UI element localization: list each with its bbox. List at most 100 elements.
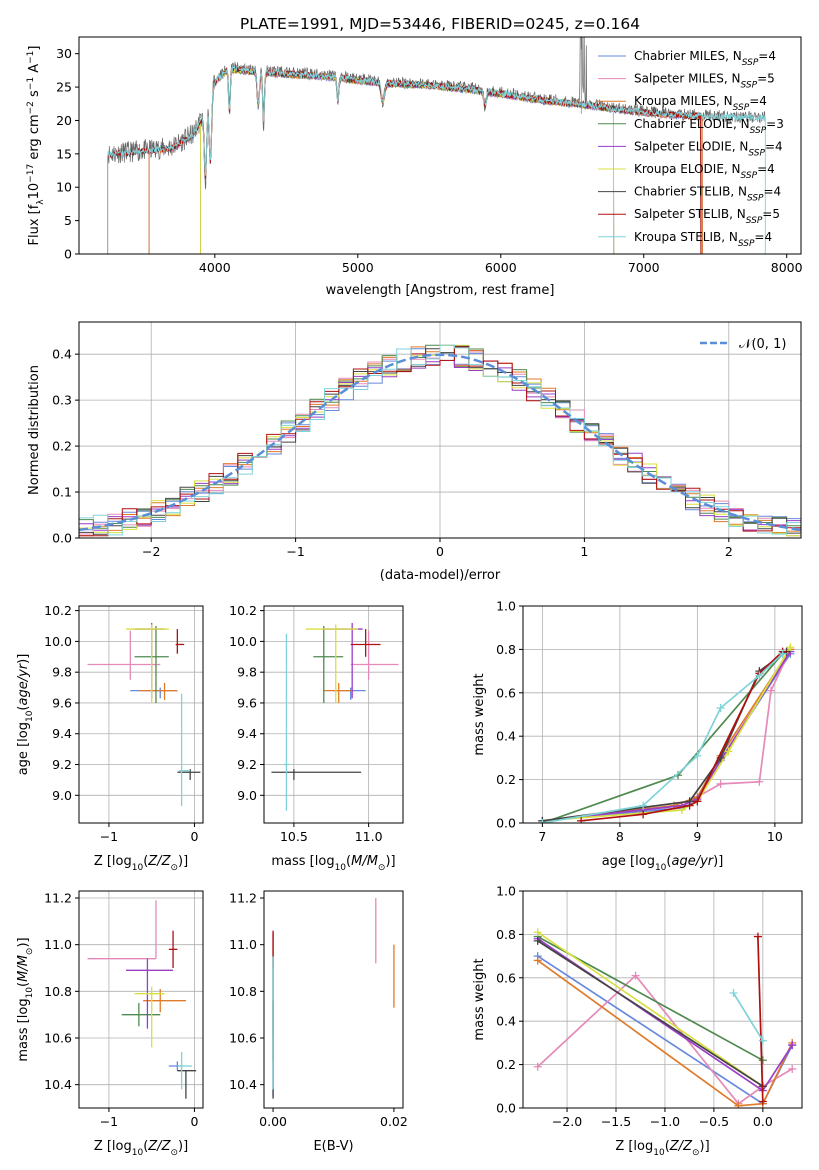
y-tick-label: 0.6 — [496, 685, 516, 700]
x-tick-label: 10.5 — [280, 829, 308, 844]
figure-title: PLATE=1991, MJD=53446, FIBERID=0245, z=0… — [240, 15, 640, 33]
y-tick-label: 0.0 — [496, 1101, 516, 1116]
y-tick-label: 10.0 — [44, 634, 72, 649]
x-tick-label: 9 — [693, 829, 701, 844]
age-vs-Z-panel: −1 0 9.0 9.2 9.4 9.6 9.8 10.0 10.2 — [44, 603, 203, 844]
legend-entry: Chabrier MILES, NSSP=4 — [634, 49, 776, 68]
data-point-marker — [639, 810, 648, 819]
x-tick-label: 2 — [725, 544, 733, 559]
y-tick-label: 9.6 — [237, 695, 257, 710]
massweight-vs-Z-xlabel: Z [log10(Z/Z⊙)] — [615, 1139, 709, 1158]
data-point-marker — [734, 1101, 743, 1108]
massweight-vs-age-ylabel: mass weight — [472, 673, 487, 755]
legend-entry: Salpeter STELIB, NSSP=5 — [634, 207, 780, 226]
x-tick-label: 7000 — [628, 260, 660, 275]
series-line-kroupa-elodie — [542, 646, 792, 822]
y-tick-label: 5 — [64, 213, 72, 228]
series-line-chabrier-elodie — [542, 653, 784, 823]
series-line-kroupa-stelib — [542, 653, 784, 823]
age-vs-mass-panel: 10.5 11.0 9.0 9.2 9.4 9.6 9.8 10.0 10.2 — [229, 603, 403, 844]
x-tick-label: −1 — [100, 1114, 118, 1129]
y-tick-label: 10 — [56, 180, 72, 195]
data-point-marker — [631, 971, 640, 980]
model-spectrum-kroupa-stelib — [107, 65, 766, 254]
mass-vs-Z-ylabel: mass [log10(M/M⊙)] — [16, 937, 35, 1061]
x-tick-label: 8000 — [771, 260, 803, 275]
y-tick-label: 11.2 — [229, 891, 257, 906]
x-tick-label: 6000 — [485, 260, 517, 275]
age-vs-mass-frame — [263, 605, 404, 824]
age-vs-Z-frame — [78, 605, 204, 824]
y-tick-label: 10.2 — [229, 603, 257, 618]
data-point-marker — [788, 1064, 797, 1073]
y-tick-label: 10.2 — [44, 603, 72, 618]
data-point-marker — [693, 751, 702, 760]
massweight-vs-age-panel: 7 8 9 10 0.0 0.2 0.4 0.6 0.8 1.0 — [496, 599, 802, 844]
data-point-marker — [533, 956, 542, 965]
data-point-marker — [538, 819, 547, 823]
spectrum-frame — [78, 36, 802, 255]
y-tick-label: 25 — [56, 80, 72, 95]
mass-vs-Z-panel: −1 0 10.4 10.6 10.8 11.0 11.2 — [44, 891, 203, 1129]
y-tick-label: 0.1 — [52, 485, 72, 500]
x-tick-label: 0.0 — [753, 1114, 773, 1129]
data-point-marker — [533, 928, 542, 937]
y-tick-label: 10.8 — [44, 984, 72, 999]
y-tick-label: 9.8 — [52, 665, 72, 680]
y-tick-label: 9.2 — [237, 757, 257, 772]
legend-entry: Salpeter MILES, NSSP=5 — [634, 72, 775, 91]
age-vs-Z-xlabel: Z [log10(Z/Z⊙)] — [94, 854, 188, 873]
series-line-salpeter-stelib — [757, 936, 764, 1102]
massweight-vs-Z-lines — [533, 928, 797, 1108]
y-tick-label: 9.6 — [52, 695, 72, 710]
age-vs-mass-xlabel: mass [log10(M/M⊙)] — [271, 854, 395, 873]
y-tick-label: 20 — [56, 113, 72, 128]
series-line-salpeter-miles — [542, 649, 792, 822]
legend-entry: Salpeter ELODIE, NSSP=4 — [634, 139, 783, 158]
massweight-vs-Z-panel: −2.0 −1.5 −1.0 −0.5 0.0 0.0 0.2 0.4 0.6 0.8 1.0 — [496, 884, 802, 1129]
x-tick-label: −1 — [100, 829, 118, 844]
massweight-vs-age-lines — [538, 643, 795, 823]
y-tick-label: 11.0 — [44, 937, 72, 952]
y-tick-label: 10.4 — [229, 1077, 257, 1092]
mass-vs-EBV-frame — [263, 890, 404, 1109]
y-tick-label: 0 — [64, 247, 72, 262]
series-line-kroupa-miles — [537, 959, 793, 1107]
y-tick-label: 0.0 — [52, 531, 72, 546]
data-point-marker — [533, 936, 542, 945]
x-tick-label: 0.00 — [259, 1114, 287, 1129]
y-tick-label: 10.0 — [229, 634, 257, 649]
x-tick-label: 0.02 — [380, 1114, 408, 1129]
y-tick-label: 0.4 — [52, 347, 72, 362]
y-tick-label: 11.0 — [229, 937, 257, 952]
y-tick-label: 0.4 — [496, 729, 516, 744]
histogram-salpeter-stelib — [79, 346, 801, 537]
data-point-marker — [533, 1062, 542, 1071]
data-point-marker — [786, 643, 795, 652]
series-line-kroupa-miles — [542, 648, 792, 822]
x-tick-label: 11.0 — [355, 829, 383, 844]
y-tick-label: 9.2 — [52, 757, 72, 772]
legend-entry: Chabrier ELODIE, NSSP=3 — [634, 117, 784, 136]
y-tick-label: 0.2 — [496, 772, 516, 787]
x-tick-label: −1.5 — [601, 1114, 631, 1129]
series-line-chabrier-miles — [542, 653, 792, 822]
mass-vs-Z-frame — [78, 890, 204, 1109]
x-tick-label: −1.0 — [650, 1114, 680, 1129]
mass-vs-EBV-errorbars — [272, 898, 395, 1099]
x-tick-label: −0.5 — [699, 1114, 729, 1129]
y-tick-label: 9.8 — [237, 665, 257, 680]
series-line-salpeter-stelib — [581, 650, 784, 822]
age-vs-mass-errorbars — [271, 622, 399, 811]
y-tick-label: 9.0 — [237, 788, 257, 803]
spectrum-panel: 4000 5000 6000 7000 8000 0 5 10 15 20 25 30 — [56, 46, 803, 275]
data-point-marker — [577, 816, 586, 823]
data-point-marker — [729, 988, 738, 997]
data-point-marker — [753, 932, 762, 941]
residuals-ylabel: Normed distribution — [27, 365, 42, 495]
mass-vs-Z-errorbars — [87, 900, 197, 1099]
x-tick-label: −2.0 — [552, 1114, 582, 1129]
model-spectrum-chabrier-miles — [148, 68, 703, 254]
y-tick-label: 1.0 — [496, 599, 516, 614]
legend-entry: Chabrier STELIB, NSSP=4 — [634, 185, 781, 204]
